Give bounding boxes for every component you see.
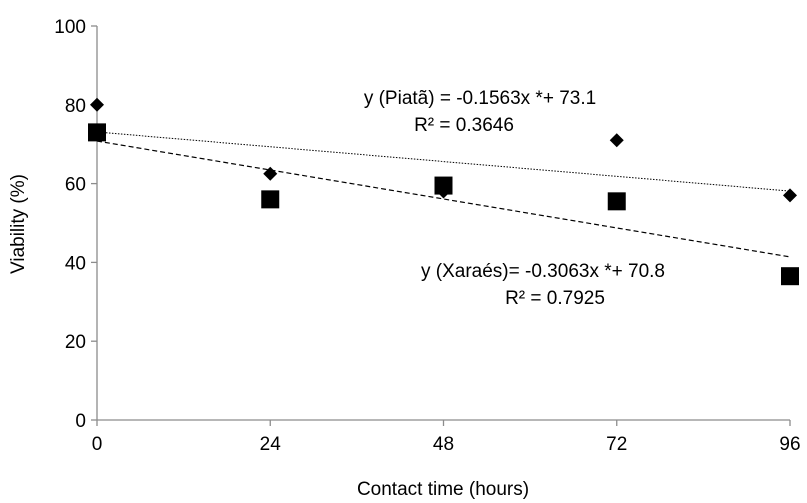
square-point [781,267,799,286]
x-tick-label: 0 [92,434,103,455]
square-point [607,192,626,211]
axes [96,26,790,421]
y-tick-label: 100 [54,17,86,38]
trendline-series-2 [96,140,791,258]
y-tick-label: 60 [65,175,86,196]
x-tick-label: 72 [606,434,627,455]
square-point [261,190,280,209]
annotation-piata-equation: y (Piatã) = -0.1563x *+ 73.1 [364,88,596,109]
y-tick-label: 0 [75,411,86,432]
square-point [434,176,453,195]
x-tick-label: 48 [433,434,454,455]
trendlines [96,131,791,258]
annotation-xaraes-r2: R² = 0.7925 [505,288,605,309]
y-tick-label: 20 [65,332,86,353]
annotation-xaraes-equation: y (Xaraés)= -0.3063x *+ 70.8 [421,261,665,282]
trendline-series-1 [96,131,791,192]
annotation-piata-r2: R² = 0.3646 [414,115,514,136]
diamond-point [263,166,278,181]
y-tick-label: 40 [65,253,86,274]
x-axis-label: Contact time (hours) [357,479,529,500]
diamond-point [609,133,624,148]
data-points [88,97,799,286]
diamond-point [783,188,797,203]
x-tick-label: 96 [779,434,800,455]
diamond-point [90,97,104,112]
x-tick-label: 24 [260,434,282,455]
y-axis-label: Viability (%) [8,174,29,274]
square-point [88,123,106,142]
y-tick-label: 80 [65,96,86,117]
ticks: 0 20 40 60 80 100 0 24 48 72 96 [54,17,800,455]
